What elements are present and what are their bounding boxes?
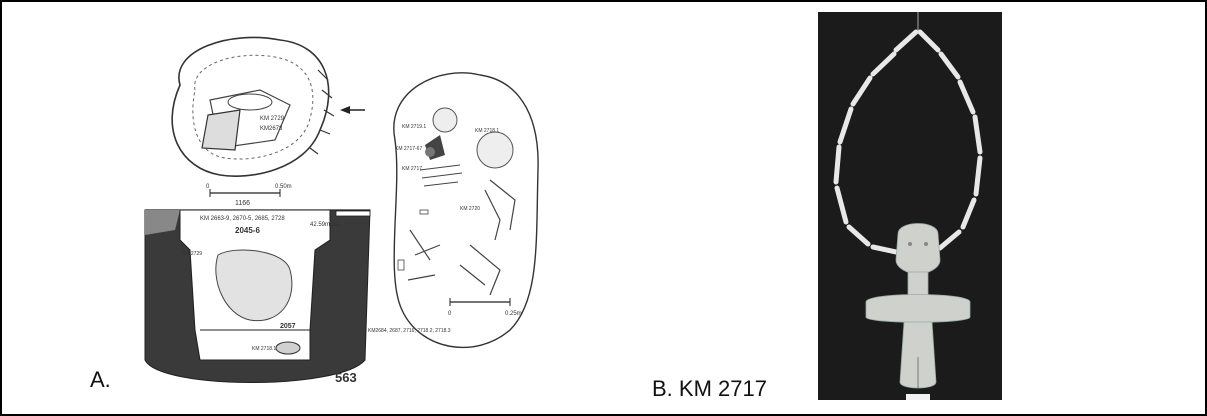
label-bottom-right: KM2684, 2687, 2716, 2718.2, 2718.3 (368, 328, 451, 334)
figure-number: 563 (335, 370, 357, 385)
label-km2729: KM 2729 (182, 251, 202, 257)
section-level: 42.59m asl (310, 222, 339, 228)
section-label-top: KM 2663-9, 2670-5, 2685, 2728 (200, 216, 285, 222)
caption-b: B. KM 2717 (652, 376, 767, 401)
burial-label-km27181: KM 2718.1 (475, 128, 499, 134)
plan-scale-label: 0.50m (275, 184, 292, 190)
layer-lower: 2057 (280, 323, 296, 330)
cruciform-figurine (865, 223, 971, 389)
pit-plan-drawing (171, 36, 365, 177)
plan-label-km2729: KM 2729 (260, 116, 285, 122)
necklace-beads (833, 29, 983, 256)
burial-label-km271767: KM 2717-67 (395, 146, 422, 152)
layer-upper: 2045-6 (235, 226, 260, 235)
burial-label-km2720: KM 2720 (460, 206, 480, 212)
caption-a: A. (90, 367, 111, 392)
section-number: 1166 (235, 200, 250, 207)
excavation-drawings: KM 2729 KM2678 0 0.50m 1166 KM 2663-9, 2… (144, 36, 539, 385)
burial-scale-zero: 0 (448, 311, 452, 317)
plan-label-km2678: KM2678 (260, 126, 283, 132)
burial-plan-drawing (393, 72, 539, 349)
burial-scale-label: 0.25m (505, 311, 522, 317)
figurine-photograph (818, 12, 1002, 400)
plan-scale-bar (209, 189, 281, 197)
burial-label-km27191: KM 2719.1 (402, 124, 426, 130)
figurine-image (833, 12, 983, 400)
panel-a-drawings: KM 2729 KM2678 0 0.50m 1166 KM 2663-9, 2… (140, 30, 640, 400)
label-km27181: KM 2718.1 (252, 346, 276, 352)
pit-section-drawing (144, 209, 371, 383)
burial-label-km2717: KM 2717 (402, 166, 422, 172)
burial-scale-bar (449, 298, 511, 306)
plan-scale-zero: 0 (206, 184, 210, 190)
museum-label-tag (906, 394, 930, 400)
